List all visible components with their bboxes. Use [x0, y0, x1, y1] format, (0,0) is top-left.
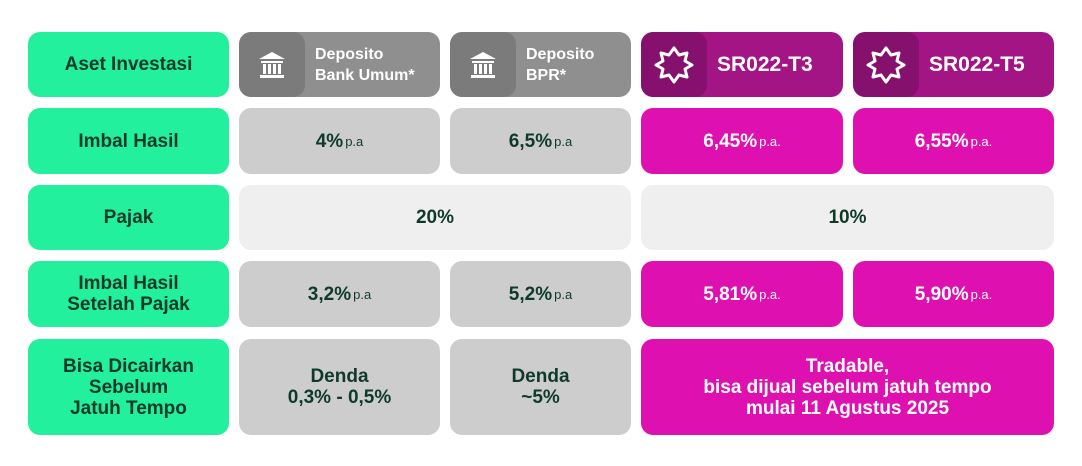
bank-icon: [259, 51, 285, 78]
row-label: Pajak: [28, 185, 229, 250]
cell: 5,81% p.a.: [641, 261, 843, 327]
value: 6,45%: [703, 130, 758, 152]
text: mulai 11 Agustus 2025: [745, 397, 950, 419]
unit: p.a: [345, 133, 364, 149]
text: 0,3% - 0,5%: [287, 387, 392, 408]
value: 6,5%: [508, 130, 553, 152]
column-header: SR022-T5: [853, 32, 1054, 97]
column-header: Deposito BPR*: [450, 32, 631, 97]
row-label: Aset Investasi: [28, 32, 229, 97]
value: 5,90%: [914, 283, 969, 305]
header-text: Deposito: [526, 45, 595, 63]
cell: Denda ~5%: [450, 339, 631, 435]
unit: p.a.: [759, 133, 781, 149]
unit: p.a.: [759, 286, 781, 302]
row-label: Bisa Dicairkan Sebelum Jatuh Tempo: [28, 339, 229, 435]
cell: 20%: [239, 185, 631, 250]
column-header: Deposito Bank Umum*: [239, 32, 440, 97]
cell: 6,5% p.a: [450, 108, 631, 174]
header-text: SR022-T3: [717, 52, 813, 76]
value: 4%: [315, 130, 344, 152]
star-icon: [866, 46, 906, 83]
label: Jatuh Tempo: [70, 397, 187, 419]
unit: p.a: [554, 286, 573, 302]
cell: 5,2% p.a: [450, 261, 631, 327]
cell: Tradable, bisa dijual sebelum jatuh tempo…: [641, 339, 1054, 435]
cell: Denda 0,3% - 0,5%: [239, 339, 440, 435]
text: Denda: [511, 366, 570, 387]
row-label: Imbal Hasil Setelah Pajak: [28, 261, 229, 327]
value: 3,2%: [307, 283, 352, 305]
cell: 6,55% p.a.: [853, 108, 1054, 174]
unit: p.a: [353, 286, 372, 302]
text: ~5%: [521, 387, 560, 408]
header-text: SR022-T5: [929, 52, 1025, 76]
value: 20%: [415, 207, 455, 228]
bank-icon: [470, 51, 496, 78]
label: Pajak: [103, 207, 154, 228]
value: 10%: [828, 207, 867, 228]
cell: 4% p.a: [239, 108, 440, 174]
value: 5,2%: [508, 283, 553, 305]
value: 5,81%: [703, 283, 758, 305]
row-label: Imbal Hasil: [28, 108, 229, 174]
text: bisa dijual sebelum jatuh tempo: [703, 376, 992, 398]
cell: 10%: [641, 185, 1054, 250]
unit: p.a.: [970, 133, 993, 149]
cell: 3,2% p.a: [239, 261, 440, 327]
label: Bisa Dicairkan: [63, 355, 194, 377]
label: Aset Investasi: [64, 54, 193, 75]
text: Tradable,: [805, 355, 890, 377]
star-icon: [654, 46, 694, 83]
label: Imbal Hasil: [78, 273, 179, 294]
label: Sebelum: [88, 376, 169, 398]
text: Denda: [310, 366, 369, 387]
label: Setelah Pajak: [67, 294, 190, 315]
header-text: Deposito: [315, 45, 384, 63]
cell: 5,90% p.a.: [853, 261, 1054, 327]
value: 6,55%: [914, 130, 969, 152]
unit: p.a.: [970, 286, 993, 302]
header-text: BPR*: [526, 66, 567, 84]
label: Imbal Hasil: [78, 130, 179, 152]
cell: 6,45% p.a.: [641, 108, 843, 174]
header-text: Bank Umum*: [315, 66, 415, 84]
unit: p.a: [554, 133, 573, 149]
column-header: SR022-T3: [641, 32, 843, 97]
